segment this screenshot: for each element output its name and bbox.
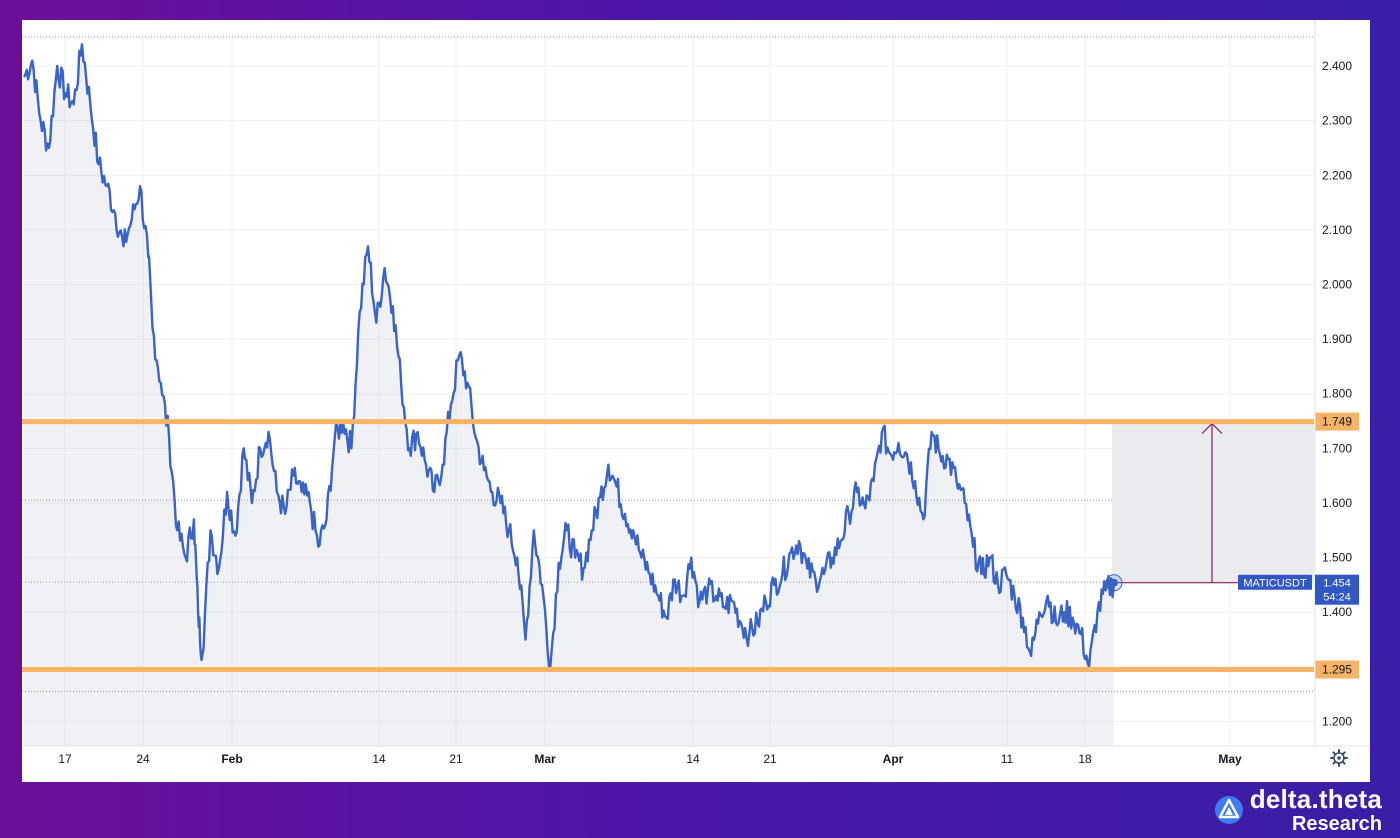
price-area xyxy=(24,44,1114,746)
time-tick-label: Mar xyxy=(534,752,556,766)
price-tick-label: 1.200 xyxy=(1322,714,1352,728)
projection-band xyxy=(1112,421,1314,584)
price-axis[interactable]: 2.400 2.300 2.200 2.100 2.000 1.900 1.800 1.700… xyxy=(1238,20,1359,746)
brand-name: delta.theta xyxy=(1249,784,1382,814)
time-axis[interactable]: 17 24 Feb 14 21 Mar 14 21 Apr 11 18 May xyxy=(22,745,1370,766)
countdown-label: 54:24 xyxy=(1323,592,1351,604)
current-price-tag xyxy=(1315,574,1359,605)
price-tick-label: 1.800 xyxy=(1322,387,1352,401)
symbol-label: MATICUSDT xyxy=(1243,578,1307,590)
time-tick-label: 14 xyxy=(686,752,700,766)
price-tick-label: 1.600 xyxy=(1322,496,1352,510)
price-tick-label: 2.400 xyxy=(1322,59,1352,73)
chart-panel: 1.749 1.295 2.400 2.300 2.200 2.100 2.000 1.90… xyxy=(22,20,1370,782)
time-tick-label: Apr xyxy=(883,752,904,766)
price-line-path[interactable] xyxy=(22,43,1116,668)
level-lines[interactable]: 1.749 1.295 xyxy=(22,412,1359,679)
time-tick-label: 17 xyxy=(58,752,72,766)
chart-grid xyxy=(22,36,1314,746)
delta-theta-logo-icon xyxy=(1214,796,1243,824)
level-label: 1.749 xyxy=(1322,415,1352,429)
time-tick-label: 21 xyxy=(763,752,777,766)
price-tick-label: 2.000 xyxy=(1322,278,1352,292)
price-tick-label: 1.700 xyxy=(1322,441,1352,455)
price-tick-label: 2.200 xyxy=(1322,168,1352,182)
current-price-label: 1.454 xyxy=(1323,578,1351,590)
price-line xyxy=(22,43,1116,668)
time-tick-label: 14 xyxy=(372,752,386,766)
level-label-box xyxy=(1315,412,1359,431)
price-area-fill xyxy=(24,44,1114,746)
last-price-dot xyxy=(1110,578,1118,587)
time-tick-label: 11 xyxy=(1001,752,1014,766)
symbol-tag[interactable] xyxy=(1238,574,1312,590)
price-tick-label: 2.300 xyxy=(1322,114,1352,128)
time-tick-label: 24 xyxy=(136,752,150,766)
level-label: 1.295 xyxy=(1322,663,1352,677)
time-tick-label: Feb xyxy=(221,752,242,766)
price-tick-label: 1.900 xyxy=(1322,332,1352,346)
brand-subtitle: Research xyxy=(1291,813,1382,835)
price-chart[interactable]: 1.749 1.295 2.400 2.300 2.200 2.100 2.000 1.90… xyxy=(22,20,1370,782)
price-tick-label: 1.500 xyxy=(1322,551,1352,565)
gear-icon[interactable] xyxy=(1330,749,1348,767)
price-tick-label: 2.100 xyxy=(1322,223,1352,237)
projection-rect xyxy=(1112,421,1314,583)
current-price-marker xyxy=(1105,574,1123,592)
level-label-box xyxy=(1315,660,1359,679)
time-tick-label: May xyxy=(1218,752,1242,766)
time-tick-label: 18 xyxy=(1078,752,1092,766)
brand-watermark: delta.theta Research xyxy=(1214,786,1382,834)
price-tick-label: 1.400 xyxy=(1322,605,1352,619)
time-tick-label: 21 xyxy=(449,752,463,766)
